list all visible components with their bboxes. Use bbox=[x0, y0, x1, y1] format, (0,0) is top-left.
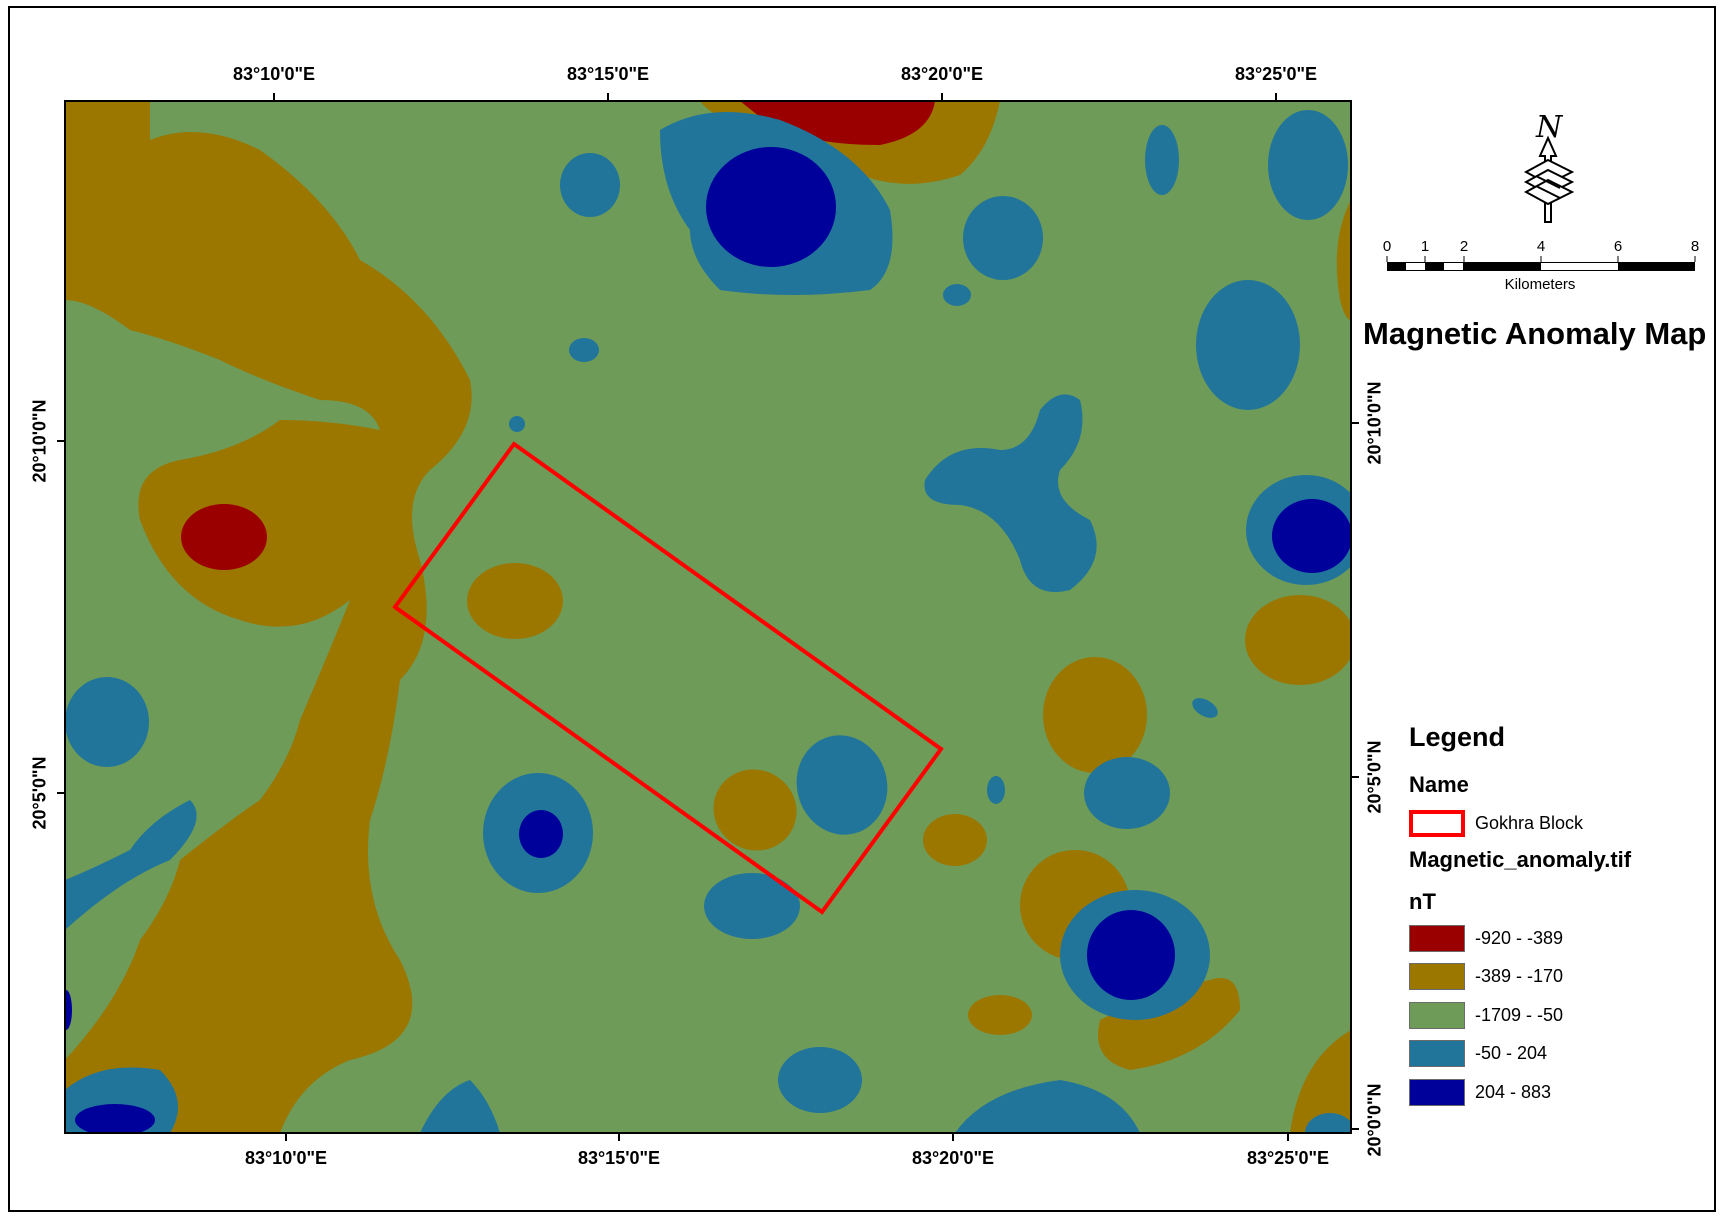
low-anomaly-zones bbox=[65, 101, 1351, 1133]
legend-item-class: -920 - -389 bbox=[1409, 922, 1563, 954]
gokhra-block-boundary bbox=[392, 441, 944, 915]
map-neatline bbox=[64, 100, 1352, 1134]
right-axis-label: 20°0'0"N bbox=[1364, 1083, 1385, 1157]
class-swatch bbox=[1409, 1039, 1465, 1067]
very-high-anomaly-zones bbox=[65, 147, 1351, 1133]
scale-tick-label: 4 bbox=[1536, 238, 1546, 255]
scale-tick-label: 2 bbox=[1459, 238, 1469, 255]
north-label: N bbox=[1536, 110, 1563, 145]
legend-item-class: 204 - 883 bbox=[1409, 1076, 1551, 1108]
very-low-anomaly-zones bbox=[181, 101, 935, 570]
top-axis-label: 83°20'0"E bbox=[900, 64, 984, 84]
legend-label: -389 - -170 bbox=[1475, 965, 1564, 986]
scale-tick-label: 0 bbox=[1382, 238, 1392, 255]
bottom-axis-label: 83°15'0"E bbox=[577, 1148, 661, 1168]
anomaly-raster bbox=[65, 101, 1351, 1133]
legend-item-class: -50 - 204 bbox=[1409, 1037, 1547, 1069]
legend-label: -1709 - -50 bbox=[1475, 1004, 1564, 1025]
legend-name-heading: Name bbox=[1409, 772, 1469, 797]
top-axis-label: 83°25'0"E bbox=[1234, 64, 1318, 84]
legend-label: Gokhra Block bbox=[1475, 812, 1584, 833]
legend-title: Legend bbox=[1409, 722, 1506, 752]
scale-unit-label: Kilometers bbox=[1504, 276, 1576, 293]
map-title: Magnetic Anomaly Map bbox=[1363, 316, 1707, 351]
class-swatch bbox=[1409, 924, 1465, 952]
top-axis-label: 83°10'0"E bbox=[232, 64, 316, 84]
legend-unit-heading: nT bbox=[1409, 889, 1436, 914]
scale-tick-label: 8 bbox=[1690, 238, 1700, 255]
left-axis-label: 20°10'0"N bbox=[29, 399, 50, 483]
right-axis-label: 20°5'0"N bbox=[1364, 740, 1385, 814]
scale-bar bbox=[1386, 256, 1696, 271]
class-swatch bbox=[1409, 1001, 1465, 1029]
boundary-swatch bbox=[1409, 809, 1465, 837]
legend-raster-heading: Magnetic_anomaly.tif bbox=[1409, 847, 1632, 872]
scale-tick-label: 6 bbox=[1613, 238, 1623, 255]
legend-label: -920 - -389 bbox=[1475, 927, 1564, 948]
left-axis-label: 20°5'0"N bbox=[29, 756, 50, 830]
legend-item-gokhra-block: Gokhra Block bbox=[1409, 807, 1583, 839]
graticule-ticks bbox=[57, 93, 1359, 1141]
legend-label: 204 - 883 bbox=[1475, 1081, 1552, 1102]
scale-tick-label: 1 bbox=[1420, 238, 1430, 255]
top-axis-label: 83°15'0"E bbox=[566, 64, 650, 84]
right-axis-label: 20°10'0"N bbox=[1364, 381, 1385, 465]
bottom-axis-label: 83°10'0"E bbox=[244, 1148, 328, 1168]
north-arrow-icon bbox=[1523, 135, 1575, 223]
bottom-axis-label: 83°20'0"E bbox=[911, 1148, 995, 1168]
class-swatch bbox=[1409, 1078, 1465, 1106]
legend-item-class: -1709 - -50 bbox=[1409, 999, 1563, 1031]
map-frame bbox=[8, 6, 1716, 1212]
class-swatch bbox=[1409, 962, 1465, 990]
legend-label: -50 - 204 bbox=[1475, 1042, 1548, 1063]
bottom-axis-label: 83°25'0"E bbox=[1246, 1148, 1330, 1168]
legend-item-class: -389 - -170 bbox=[1409, 960, 1563, 992]
